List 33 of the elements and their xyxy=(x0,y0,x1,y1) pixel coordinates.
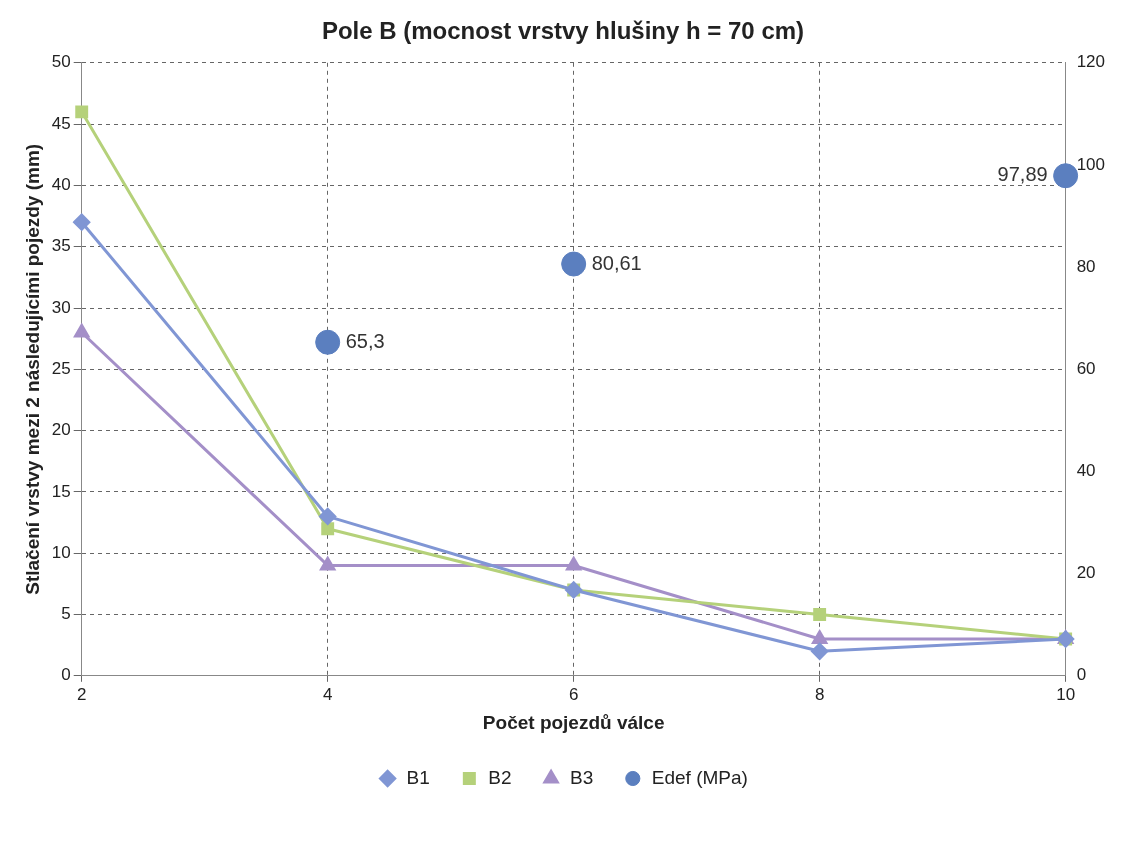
legend-label: B1 xyxy=(406,766,430,788)
y-tick-label: 50 xyxy=(51,52,71,72)
x-tick-label: 6 xyxy=(568,684,579,704)
y2-tick-label: 20 xyxy=(1076,563,1096,583)
y-tick-label: 5 xyxy=(61,604,71,624)
y2-tick-label: 40 xyxy=(1076,461,1096,481)
data-label: 97,89 xyxy=(997,163,1048,186)
data-label: 65,3 xyxy=(345,329,385,352)
y-tick-label: 20 xyxy=(51,420,71,440)
y-tick-label: 25 xyxy=(51,358,71,378)
y-tick-label: 10 xyxy=(51,542,71,562)
y2-tick-label: 100 xyxy=(1076,154,1106,174)
chart-title: Pole B (mocnost vrstvy hlušiny h = 70 cm) xyxy=(321,17,805,45)
y-tick-label: 45 xyxy=(51,113,71,133)
x-tick-label: 2 xyxy=(76,684,87,704)
y-axis-title: Stlačení vrstvy mezi 2 následujícími pojezdy (mm) xyxy=(21,143,43,595)
y2-tick-label: 0 xyxy=(1076,665,1087,685)
legend-label: Edef (MPa) xyxy=(651,766,748,788)
y2-tick-label: 120 xyxy=(1076,52,1106,72)
y-tick-label: 35 xyxy=(51,236,71,256)
legend-label: B3 xyxy=(570,766,594,788)
x-tick-label: 8 xyxy=(814,684,825,704)
y2-tick-label: 60 xyxy=(1076,358,1096,378)
y2-tick-label: 80 xyxy=(1076,256,1096,276)
x-tick-label: 4 xyxy=(322,684,333,704)
y-tick-label: 30 xyxy=(51,297,71,317)
x-tick-label: 10 xyxy=(1056,684,1076,704)
data-label: 80,61 xyxy=(591,251,642,274)
y-tick-label: 0 xyxy=(61,665,71,685)
x-axis-title: Počet pojezdů válce xyxy=(482,711,665,733)
legend-label: B2 xyxy=(488,766,512,788)
y-tick-label: 40 xyxy=(51,175,71,195)
y-tick-label: 15 xyxy=(51,481,71,501)
